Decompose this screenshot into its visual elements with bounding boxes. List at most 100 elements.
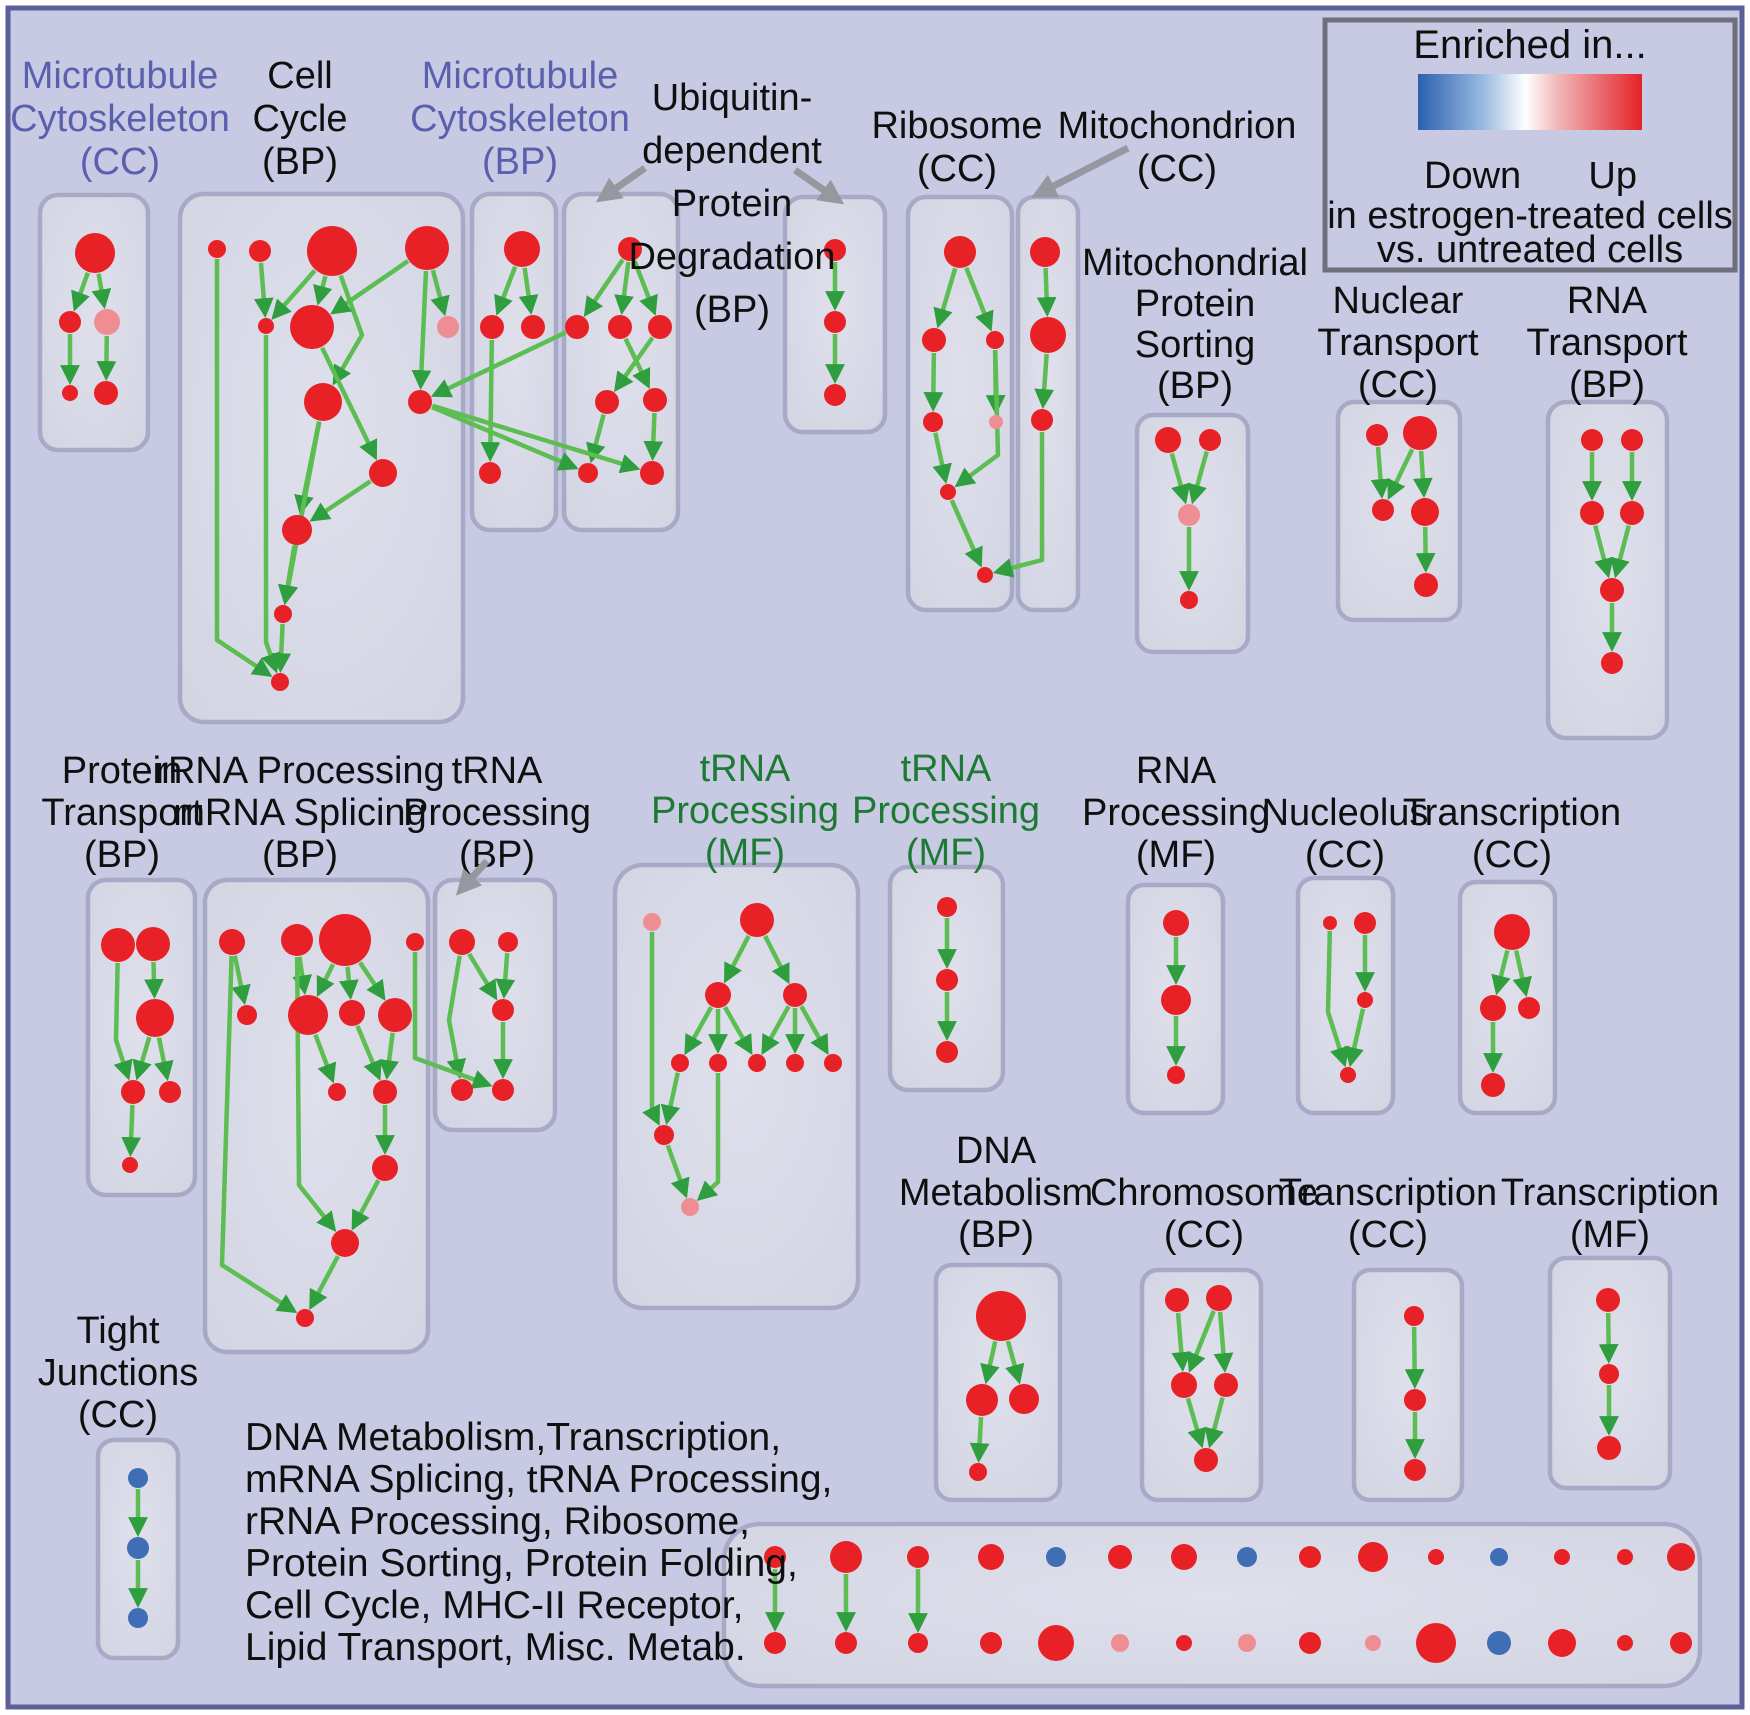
transcription-cc-2-node-e2 [1404, 1389, 1426, 1411]
edge-arrow [495, 952, 516, 999]
edge-arrow [1169, 452, 1191, 505]
ubiquitin-b-node-v3 [824, 384, 846, 406]
protein-transport-node-pt6 [122, 1157, 138, 1173]
rrna-processing-label: rRNA Processing mRNA Splicing (BP) [155, 750, 444, 876]
edge-arrow [642, 932, 661, 1126]
edge-arrow [614, 261, 634, 316]
edge-arrow [1185, 1397, 1207, 1449]
trna-processing-bp-node-w4 [451, 1079, 473, 1101]
strip-node-bottom-8 [1238, 1634, 1256, 1652]
microtubule-cytoskeleton-cc-node-n4 [62, 385, 78, 401]
trna-processing-mf-2-node-s2 [936, 969, 958, 991]
strip-node-bottom-14 [1617, 1635, 1633, 1651]
edge-arrow [643, 412, 664, 461]
edge-arrow [309, 1255, 340, 1311]
cell-cycle-node-b2 [249, 240, 271, 262]
rrna-processing-node-rr2 [281, 924, 313, 956]
edge-arrow [761, 1005, 791, 1056]
chromosome-node-c3 [1171, 1372, 1197, 1398]
nuclear-transport-label: Nuclear Transport (CC) [1317, 280, 1479, 406]
nucleolus-node-l3 [1357, 992, 1373, 1008]
trna-bp-pointer [455, 858, 490, 896]
nucleolus-node-l4 [1340, 1067, 1356, 1083]
edge-arrow [431, 403, 641, 474]
protein-transport-node-pt5 [159, 1081, 181, 1103]
protein-transport-node-pt1 [101, 928, 135, 962]
trna-processing-bp-node-w5 [492, 1079, 514, 1101]
trna-processing-bp-node-w1 [449, 929, 475, 955]
trna-processing-mf-1-node-g1 [643, 913, 661, 931]
edge-arrow [358, 961, 386, 1001]
ribosome-node-r6 [940, 484, 956, 500]
rrna-processing-node-rr3 [319, 914, 371, 966]
mitochondrion-pointer [1031, 144, 1130, 198]
edge-arrow [271, 269, 317, 320]
ubiquitin-a-node-u0 [618, 237, 642, 261]
strip-node-bottom-5 [1038, 1625, 1074, 1661]
edge-arrow [412, 952, 493, 1089]
rna-processing-mf-label: RNA Processing (MF) [1082, 750, 1270, 876]
strip-node-bottom-11 [1416, 1623, 1456, 1663]
edge-arrow [154, 1037, 174, 1082]
edge-arrow [1387, 448, 1415, 501]
nuclear-transport-box [1335, 399, 1463, 623]
rna-transport-node-q6 [1601, 652, 1623, 674]
edge-arrow [144, 961, 164, 999]
edge-arrow [980, 1340, 1000, 1385]
edge-arrow [660, 1072, 681, 1126]
transcription-cc-1-label: Transcription (CC) [1403, 792, 1621, 876]
strip-node-top-2 [830, 1541, 862, 1573]
rna-processing-mf-node-h1 [1163, 910, 1189, 936]
chromosome-node-c1 [1165, 1288, 1189, 1312]
ubiquitin-b-node-v1 [824, 239, 846, 261]
nucleolus-box [1295, 875, 1396, 1116]
trna-processing-mf-1-label: tRNA Processing (MF) [651, 748, 839, 874]
edge-arrow [219, 955, 298, 1314]
edge-arrow [1344, 1008, 1366, 1068]
ubiquitin-pointer-right [792, 167, 845, 205]
strip-node-top-15 [1667, 1543, 1695, 1571]
nucleolus-label: Nucleolus (CC) [1262, 792, 1429, 876]
edge-arrow [379, 1032, 399, 1081]
strip-node-bottom-4 [980, 1632, 1002, 1654]
rrna-processing-node-rr7 [339, 1000, 365, 1026]
transcription-cc-1-node-tc4 [1481, 1073, 1505, 1097]
transcription-mf-label: Transcription (MF) [1501, 1172, 1719, 1256]
cell-cycle-node-b6 [290, 305, 334, 349]
trna-processing-mf-2-node-s3 [936, 1041, 958, 1063]
dna-metabolism-label: DNA Metabolism (BP) [899, 1130, 1093, 1256]
ubiquitin-a-node-u2 [608, 315, 632, 339]
cell-cycle-label: Cell Cycle (BP) [252, 55, 347, 183]
trna-processing-mf-1-node-g10 [654, 1125, 674, 1145]
edge-arrow [923, 352, 944, 412]
protein-transport-node-pt3 [136, 999, 174, 1037]
microtubule-cytoskeleton-cc-node-n1 [75, 233, 115, 273]
edge-arrow [467, 952, 498, 1001]
microtubule-cytoskeleton-bp-label: Microtubule Cytoskeleton (BP) [410, 55, 630, 183]
edge-arrow [932, 432, 952, 485]
nuclear-transport-node-nt4 [1411, 498, 1439, 526]
cell-cycle-node-b1 [208, 240, 226, 258]
microtubule-cytoskeleton-bp-node-m4 [479, 462, 501, 484]
cell-cycle-node-b13 [271, 673, 289, 691]
edge-arrow [665, 1144, 690, 1199]
strip-node-top-10 [1358, 1542, 1388, 1572]
ubiquitin-a-node-u4 [595, 390, 619, 414]
rna-transport-node-q2 [1621, 429, 1643, 451]
legend-down-label: Down [1424, 155, 1521, 197]
edge-arrow [313, 1033, 337, 1084]
cell-cycle-node-b4 [405, 226, 449, 270]
rrna-processing-node-rr6 [288, 995, 328, 1035]
strip-node-top-7 [1171, 1544, 1197, 1570]
edge-arrow [316, 963, 336, 998]
ribosome-node-r5 [989, 415, 1003, 429]
mitochondrion-node-t3 [1031, 409, 1053, 431]
chromosome-node-c2 [1206, 1285, 1232, 1311]
strip-node-bottom-7 [1176, 1635, 1192, 1651]
edge-arrow [954, 349, 1001, 488]
strip-node-bottom-1 [764, 1632, 786, 1654]
edge-arrow [446, 955, 467, 1080]
edge-arrow [351, 1179, 381, 1231]
legend-subtitle-1: in estrogen-treated cells [1327, 195, 1733, 237]
